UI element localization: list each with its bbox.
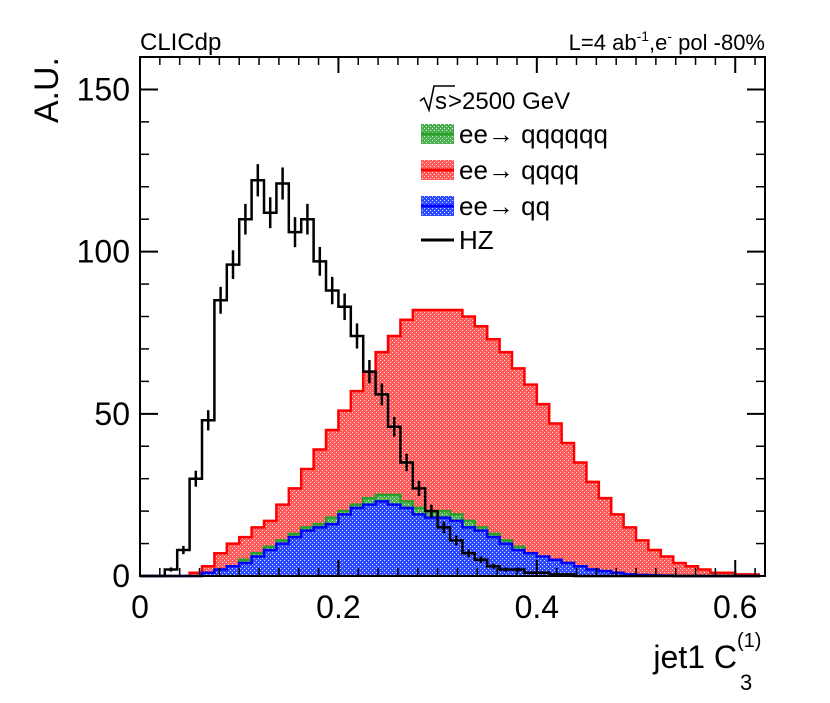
luminosity-exponent: -1 (637, 28, 650, 44)
x-tick-label: 0.2 (316, 589, 360, 625)
x-axis-title: jet1 C (652, 639, 737, 675)
y-axis-title: A.U. (28, 57, 66, 123)
beam-conditions: L=4 ab-1,e- pol -80% (569, 28, 765, 55)
beam-label: ,e (649, 30, 667, 55)
luminosity-label: L=4 ab (569, 30, 637, 55)
y-tick-label: 50 (94, 396, 130, 432)
sqrt-sign (419, 85, 455, 113)
legend-header-energy: >2500 GeV (448, 88, 570, 115)
y-tick-label: 100 (77, 234, 130, 270)
polarization-label: pol -80% (672, 30, 765, 55)
x-tick-label: 0.4 (515, 589, 559, 625)
x-tick-label: 0 (131, 589, 149, 625)
experiment-label: CLICdp (140, 29, 221, 56)
legend-label-hz: HZ (459, 225, 494, 255)
y-tick-label: 0 (112, 558, 130, 594)
x-axis-title-main: jet1 C (652, 639, 737, 675)
legend-label-qqqqqq: ee→ qqqqqq (459, 119, 608, 149)
axis-ticks: 0 0.2 0.4 0.6 0 50 100 150 (77, 57, 765, 625)
legend-label-qq: ee→ qq (459, 191, 550, 221)
series-qqqq (140, 308, 761, 578)
legend: s >2500 GeV ee→ qqqqqq ee→ qqqq ee→ qq H… (419, 85, 608, 255)
legend-header-root: s (435, 88, 447, 115)
y-tick-label: 150 (77, 71, 130, 107)
histogram-series (140, 164, 761, 578)
area-qqqq (140, 310, 761, 576)
x-axis-title-superscript: (1) (737, 630, 761, 652)
x-axis-title-subscript: 3 (740, 670, 752, 695)
legend-label-qqqq: ee→ qqqq (459, 155, 579, 185)
x-tick-label: 0.6 (713, 589, 757, 625)
outline-qqqq (140, 308, 761, 578)
beam-superscript: - (667, 28, 672, 44)
outline-qq (140, 500, 761, 578)
